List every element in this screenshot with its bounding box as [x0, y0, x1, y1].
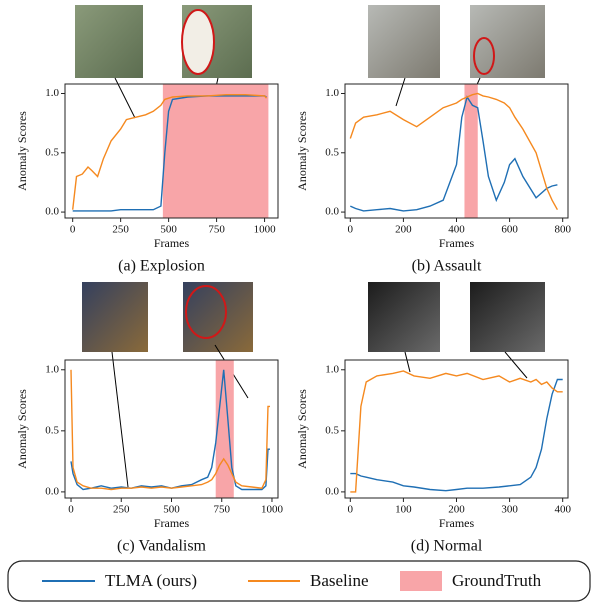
series-line — [350, 95, 558, 212]
x-axis-label: Frames — [439, 236, 475, 250]
series-line — [350, 370, 563, 493]
frame-image — [183, 282, 253, 352]
series-line — [350, 378, 563, 492]
highlight-ellipse — [185, 285, 227, 339]
frame-image — [75, 5, 143, 78]
x-tick-label: 100 — [395, 504, 412, 516]
panel-caption: (d) Normal — [411, 538, 483, 555]
x-axis-label: Frames — [154, 236, 190, 250]
x-tick-label: 200 — [395, 224, 412, 236]
x-tick-label: 500 — [163, 504, 180, 516]
panel-caption: (b) Assault — [412, 258, 482, 275]
y-axis-label: Anomaly Scores — [15, 111, 29, 191]
highlight-ellipse — [181, 9, 215, 75]
plot-frame — [64, 83, 279, 219]
x-tick-label: 1000 — [254, 224, 277, 236]
x-tick-label: 1000 — [261, 504, 284, 516]
ground-truth-region — [162, 84, 269, 218]
y-tick-label: 0.0 — [325, 485, 339, 497]
legend-label: Baseline — [310, 571, 369, 590]
x-tick-label: 200 — [448, 504, 465, 516]
x-tick-label: 750 — [213, 504, 230, 516]
y-tick-label: 1.0 — [325, 87, 339, 99]
thumbnails — [75, 5, 545, 488]
y-tick-label: 1.0 — [45, 87, 59, 99]
x-tick-label: 300 — [501, 504, 518, 516]
x-tick-label: 250 — [112, 224, 129, 236]
x-tick-label: 0 — [348, 224, 354, 236]
x-axis-label: Frames — [154, 516, 190, 530]
x-tick-label: 500 — [160, 224, 177, 236]
frame-image — [368, 282, 440, 352]
x-tick-label: 600 — [501, 224, 518, 236]
series-line — [349, 92, 559, 211]
x-tick-label: 750 — [208, 224, 225, 236]
frame-image — [82, 282, 148, 352]
pointer-line — [114, 77, 136, 119]
y-axis-label: Anomaly Scores — [295, 111, 309, 191]
frame-image — [368, 5, 440, 78]
y-axis-label: Anomaly Scores — [15, 389, 29, 469]
series-line — [72, 93, 268, 210]
pointer-line — [111, 351, 129, 488]
x-tick-label: 800 — [554, 224, 571, 236]
x-tick-label: 0 — [68, 504, 74, 516]
x-tick-label: 250 — [113, 504, 130, 516]
panel-caption: (a) Explosion — [118, 258, 205, 275]
y-tick-label: 1.0 — [325, 363, 339, 375]
y-tick-label: 0.0 — [325, 206, 339, 218]
series-line — [70, 369, 270, 491]
x-tick-label: 0 — [70, 224, 76, 236]
y-tick-label: 0.0 — [45, 485, 59, 497]
x-axis-label: Frames — [439, 516, 475, 530]
pointer-line — [404, 351, 411, 373]
y-axis-label: Anomaly Scores — [295, 389, 309, 469]
frame-image — [470, 282, 545, 352]
highlight-ellipse — [473, 37, 495, 75]
plot-frame — [64, 359, 279, 499]
ground-truth-region — [464, 84, 478, 218]
x-tick-label: 400 — [554, 504, 571, 516]
legend-label: GroundTruth — [452, 571, 542, 590]
panel-caption: (c) Vandalism — [117, 538, 207, 555]
y-tick-label: 0.0 — [45, 206, 59, 218]
y-tick-label: 0.5 — [45, 424, 59, 436]
frame-image — [470, 5, 545, 78]
pointer-line — [395, 77, 406, 107]
legend-swatch — [400, 571, 442, 591]
y-tick-label: 0.5 — [45, 146, 59, 158]
pointer-line — [504, 351, 528, 379]
legend-label: TLMA (ours) — [105, 571, 197, 590]
x-tick-label: 400 — [448, 224, 465, 236]
y-tick-label: 1.0 — [45, 363, 59, 375]
y-tick-label: 0.5 — [325, 424, 339, 436]
x-tick-label: 0 — [348, 504, 354, 516]
y-tick-label: 0.5 — [325, 146, 339, 158]
series-line — [70, 369, 270, 491]
